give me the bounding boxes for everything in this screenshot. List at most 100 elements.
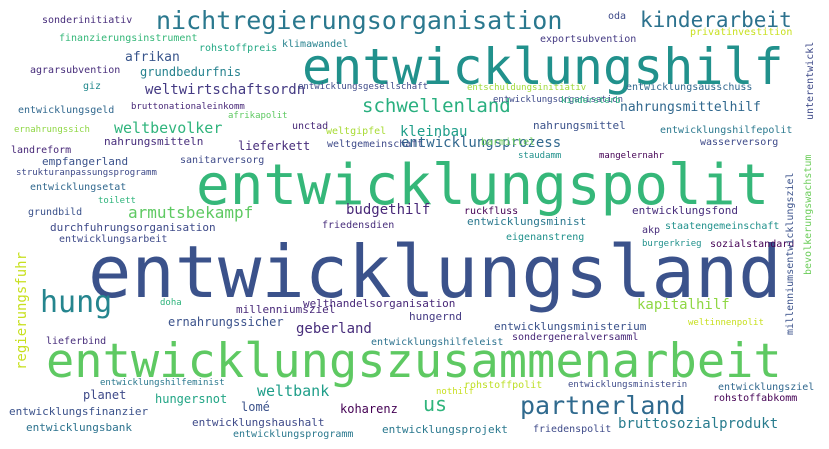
word-entwicklungsprojekt: entwicklungsprojekt	[382, 423, 508, 436]
word-sondergeneralversamml: sondergeneralversamml	[512, 332, 639, 343]
word-planet: planet	[83, 388, 127, 402]
word-entwicklungsarbeit: entwicklungsarbeit	[59, 234, 168, 245]
word-nahrungsmitteln: nahrungsmitteln	[104, 135, 204, 148]
word-doha: doha	[160, 298, 182, 308]
word-entwicklungszusammenarbeit: entwicklungszusammenarbeit	[46, 334, 782, 389]
word-entwicklungshilfepolit: entwicklungshilfepolit	[660, 125, 793, 136]
word-mangelernahr: mangelernahr	[599, 151, 665, 161]
word-privatinvestition: privatinvestition	[690, 27, 793, 38]
word-nothilf: nothilf	[436, 387, 474, 397]
word-strukturanpassungsprogramm: strukturanpassungsprogramm	[16, 168, 157, 178]
word-rohstoffpreis: rohstoffpreis	[199, 43, 278, 54]
word-entwicklungsfond: entwicklungsfond	[632, 204, 738, 217]
word-toilett: toilett	[98, 196, 136, 206]
word-schwellenland: schwellenland	[362, 95, 511, 117]
word-hung: hung	[40, 285, 113, 320]
word-ernahrungssicher: ernahrungssicher	[168, 315, 284, 329]
word-rohstoffpolit: rohstoffpolit	[464, 380, 543, 391]
word-agrarsubvention: agrarsubvention	[30, 65, 121, 76]
word-weltbank: weltbank	[257, 382, 330, 400]
word-partnerland: partnerland	[520, 391, 686, 420]
word-entwicklungshaushalt: entwicklungshaushalt	[192, 416, 325, 429]
word-bruttosozialprodukt: bruttosozialprodukt	[618, 416, 779, 432]
word-weltinnenpolit: weltinnenpolit	[688, 318, 764, 328]
word-entwicklungsausschuss: entwicklungsausschuss	[626, 82, 753, 93]
word-entwicklungsprogramm: entwicklungsprogramm	[233, 429, 354, 440]
word-exportsubvention: exportsubvention	[540, 34, 637, 45]
word-kleinbau: kleinbau	[400, 124, 468, 140]
word-welthandelsorganisation: welthandelsorganisation	[303, 297, 456, 310]
word-giz: giz	[83, 81, 102, 92]
word-ernahrungssich: ernahrungssich	[14, 125, 90, 135]
word-durchfuhrungsorganisation: durchfuhrungsorganisation	[50, 221, 216, 234]
word-lome: lomé	[241, 400, 270, 414]
word-klimawandel: klimawandel	[282, 39, 349, 50]
word-afrikan: afrikan	[125, 50, 180, 65]
word-kindersterb: kindersterb	[561, 96, 621, 106]
word-us: us	[423, 392, 448, 416]
word-eigenanstreng: eigenanstreng	[506, 232, 585, 243]
word-staudamm: staudamm	[518, 151, 562, 161]
word-nahrungsmittelhilf: nahrungsmittelhilf	[620, 100, 761, 115]
word-entschuldungsinitiativ: entschuldungsinitiativ	[467, 83, 587, 93]
word-entwicklungsministerin: entwicklungsministerin	[568, 380, 688, 390]
word-entwicklungsetat: entwicklungsetat	[30, 182, 127, 193]
word-geberland: geberland	[296, 321, 372, 337]
word-entwicklungshilfeleist: entwicklungshilfeleist	[371, 337, 504, 348]
word-hungernd: hungernd	[409, 310, 462, 323]
word-barmittel: barmittel	[481, 137, 536, 148]
word-koharenz: koharenz	[340, 402, 398, 416]
word-sozialstandard: sozialstandard	[710, 239, 795, 250]
word-entwicklungsgeld: entwicklungsgeld	[18, 105, 115, 116]
word-wasserversorg: wasserversorg	[700, 137, 779, 148]
word-finanzierungsinstrument: finanzierungsinstrument	[59, 33, 198, 44]
word-friedensdien: friedensdien	[322, 220, 395, 231]
word-rohstoffabkomm: rohstoffabkomm	[713, 393, 798, 404]
word-bruttonationaleinkomm: bruttonationaleinkomm	[131, 102, 245, 112]
word-ruckfluss: ruckfluss	[464, 206, 519, 217]
word-bevolkerungswachstum: bevolkerungswachstum	[803, 154, 814, 275]
word-millenniumsziel: millenniumsziel	[236, 303, 336, 316]
word-armutsbekampf: armutsbekampf	[128, 203, 254, 222]
word-lieferbind: lieferbind	[46, 336, 107, 347]
word-entwicklungsprozess: entwicklungsprozess	[401, 135, 562, 151]
word-entwicklungsziel: entwicklungsziel	[718, 382, 815, 393]
word-weltgemeinschaft: weltgemeinschaft	[327, 139, 424, 150]
word-landreform: landreform	[11, 145, 72, 156]
word-weltbevolker: weltbevolker	[114, 119, 223, 137]
word-entwicklungshilfeminist: entwicklungshilfeminist	[100, 378, 225, 388]
word-akp: akp	[642, 225, 661, 236]
word-entwicklungshilf: entwicklungshilf	[302, 38, 784, 96]
word-entwicklungsbank: entwicklungsbank	[26, 421, 132, 434]
word-nahrungsmittel: nahrungsmittel	[533, 119, 626, 132]
word-lieferkett: lieferkett	[238, 139, 311, 153]
word-entwicklungsland: entwicklungsland	[88, 230, 782, 314]
word-entwicklungsminist: entwicklungsminist	[467, 215, 587, 228]
word-millenniumsentwicklungsziel: millenniumsentwicklungsziel	[785, 172, 796, 335]
word-nichtregierungsorganisation: nichtregierungsorganisation	[156, 6, 563, 35]
word-friedenspolit: friedenspolit	[533, 424, 612, 435]
word-sanitarversorg: sanitarversorg	[180, 155, 265, 166]
word-staatengemeinschaft: staatengemeinschaft	[665, 221, 780, 232]
word-empfangerland: empfangerland	[42, 155, 129, 168]
word-weltwirtschaftsordn: weltwirtschaftsordn	[145, 82, 306, 98]
word-grundbild: grundbild	[28, 207, 83, 218]
word-kinderarbeit: kinderarbeit	[640, 8, 792, 32]
word-afrikapolit: afrikapolit	[228, 111, 288, 121]
word-sonderinitiativ: sonderinitiativ	[42, 15, 133, 26]
word-weltgipfel: weltgipfel	[326, 126, 387, 137]
word-unctad: unctad	[292, 121, 329, 132]
word-kapitalhilf: kapitalhilf	[637, 297, 730, 313]
word-entwicklungspolit: entwicklungspolit	[196, 153, 770, 218]
word-entwicklungsministerium: entwicklungsministerium	[494, 320, 647, 333]
word-grundbedurfnis: grundbedurfnis	[140, 65, 242, 79]
word-entwicklungsfinanzier: entwicklungsfinanzier	[9, 405, 149, 418]
word-hungersnot: hungersnot	[155, 392, 228, 406]
word-oda: oda	[608, 11, 627, 22]
word-burgerkrieg: burgerkrieg	[642, 239, 702, 249]
word-budgethilf: budgethilf	[346, 202, 431, 218]
word-regierungsfuhr: regierungsfuhr	[14, 251, 30, 370]
word-entwicklungsgesellschaft: entwicklungsgesellschaft	[298, 82, 429, 92]
word-unterentwickl: unterentwickl	[805, 41, 816, 120]
